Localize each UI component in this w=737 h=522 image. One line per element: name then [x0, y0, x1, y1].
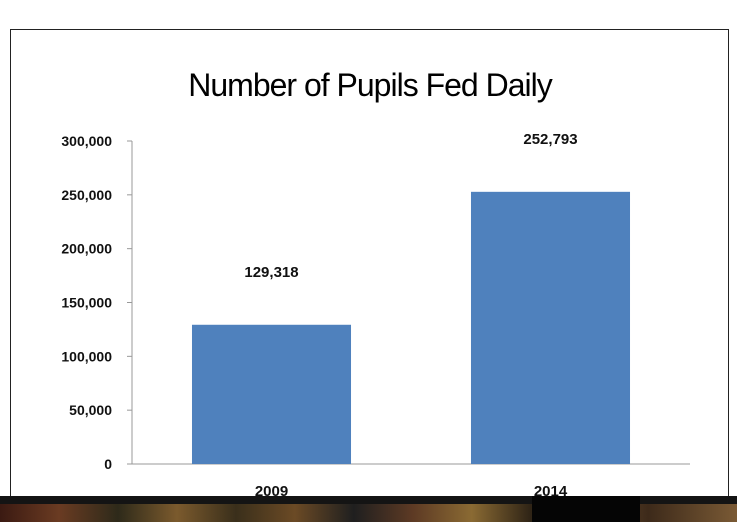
- chart-title: Number of Pupils Fed Daily: [188, 67, 552, 103]
- y-tick-label: 0: [104, 456, 112, 472]
- x-tick-label: 2014: [534, 483, 568, 500]
- y-tick-label: 50,000: [69, 402, 112, 418]
- y-tick-label: 250,000: [61, 187, 112, 203]
- x-axis-labels: 2009 2014: [255, 483, 568, 500]
- y-tick-label: 150,000: [61, 295, 112, 311]
- data-label-2009: 129,318: [244, 264, 298, 281]
- decorative-bottom-strip: [0, 496, 737, 522]
- black-block: [532, 496, 640, 522]
- y-tick-label: 100,000: [61, 348, 112, 364]
- y-axis-ticks: 0 50,000 100,000 150,000 200,000 250,000 300,0…: [61, 133, 132, 472]
- data-labels: 129,318 252,793: [244, 131, 577, 281]
- x-tick-label: 2009: [255, 483, 288, 500]
- y-tick-label: 300,000: [61, 133, 112, 149]
- data-label-2014: 252,793: [523, 131, 577, 148]
- bar-2009: [191, 324, 352, 464]
- y-tick-label: 200,000: [61, 241, 112, 257]
- bars: [191, 191, 631, 464]
- dark-band: [0, 496, 737, 504]
- bar-2014: [470, 191, 631, 464]
